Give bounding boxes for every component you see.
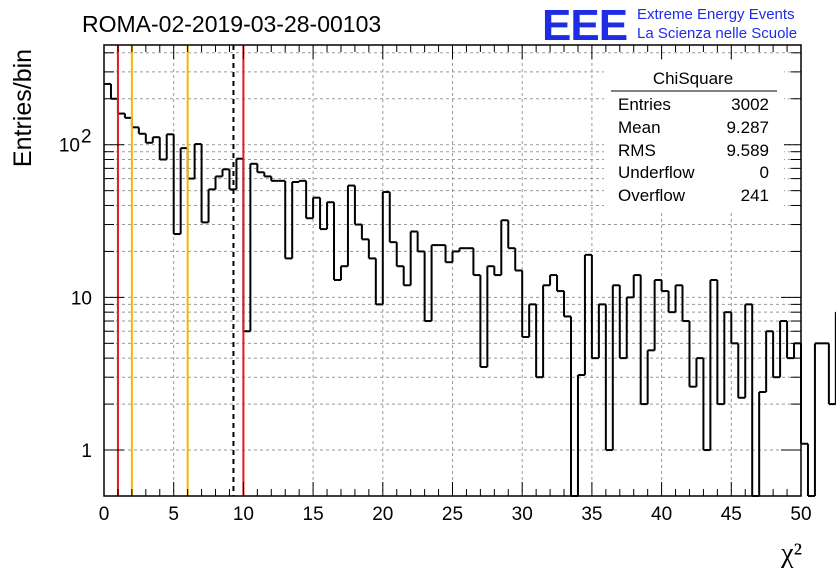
x-tick-label: 40 (651, 504, 672, 525)
y-tick-label: 10 (71, 288, 92, 309)
stats-box: ChiSquare Entries 3002 Mean 9.287 RMS 9.… (604, 62, 784, 210)
y-axis-label: Entries/bin (9, 49, 37, 167)
y-tick-label: 10 (59, 136, 80, 157)
stats-value-underflow: 0 (760, 163, 769, 182)
x-tick-label: 20 (372, 504, 393, 525)
stats-value-overflow: 241 (741, 186, 769, 205)
stats-label-underflow: Underflow (618, 163, 695, 182)
stats-label-rms: RMS (618, 141, 656, 160)
x-tick-label: 30 (512, 504, 533, 525)
x-tick-label: 35 (581, 504, 602, 525)
stats-label-mean: Mean (618, 118, 661, 137)
x-tick-label: 45 (721, 504, 742, 525)
stats-box-title: ChiSquare (653, 69, 733, 88)
logo-line-1: Extreme Energy Events (637, 6, 795, 23)
reference-lines (116, 45, 245, 496)
x-tick-label: 50 (790, 504, 811, 525)
x-tick-label: 10 (233, 504, 254, 525)
plot-title: ROMA-02-2019-03-28-00103 (82, 11, 381, 37)
x-tick-label: 5 (168, 504, 179, 525)
histogram-bars (104, 82, 836, 497)
stats-box-background (604, 62, 784, 210)
x-axis-label: χ² (780, 538, 802, 569)
y-tick-exponent: 2 (81, 127, 92, 148)
stats-value-mean: 9.287 (726, 118, 769, 137)
logo-mark: EEE (542, 1, 627, 50)
logo-line-2: La Scienza nelle Scuole (637, 25, 797, 42)
x-tick-label: 0 (99, 504, 110, 525)
y-tick-label: 1 (81, 441, 92, 462)
stats-label-entries: Entries (618, 95, 671, 114)
x-tick-label: 25 (442, 504, 463, 525)
axis-ticks (103, 45, 802, 496)
stats-value-entries: 3002 (731, 95, 769, 114)
stats-value-rms: 9.589 (726, 141, 769, 160)
stats-label-overflow: Overflow (618, 186, 686, 205)
x-tick-label: 15 (303, 504, 324, 525)
eee-logo: EEE Extreme Energy Events La Scienza nel… (542, 1, 797, 50)
